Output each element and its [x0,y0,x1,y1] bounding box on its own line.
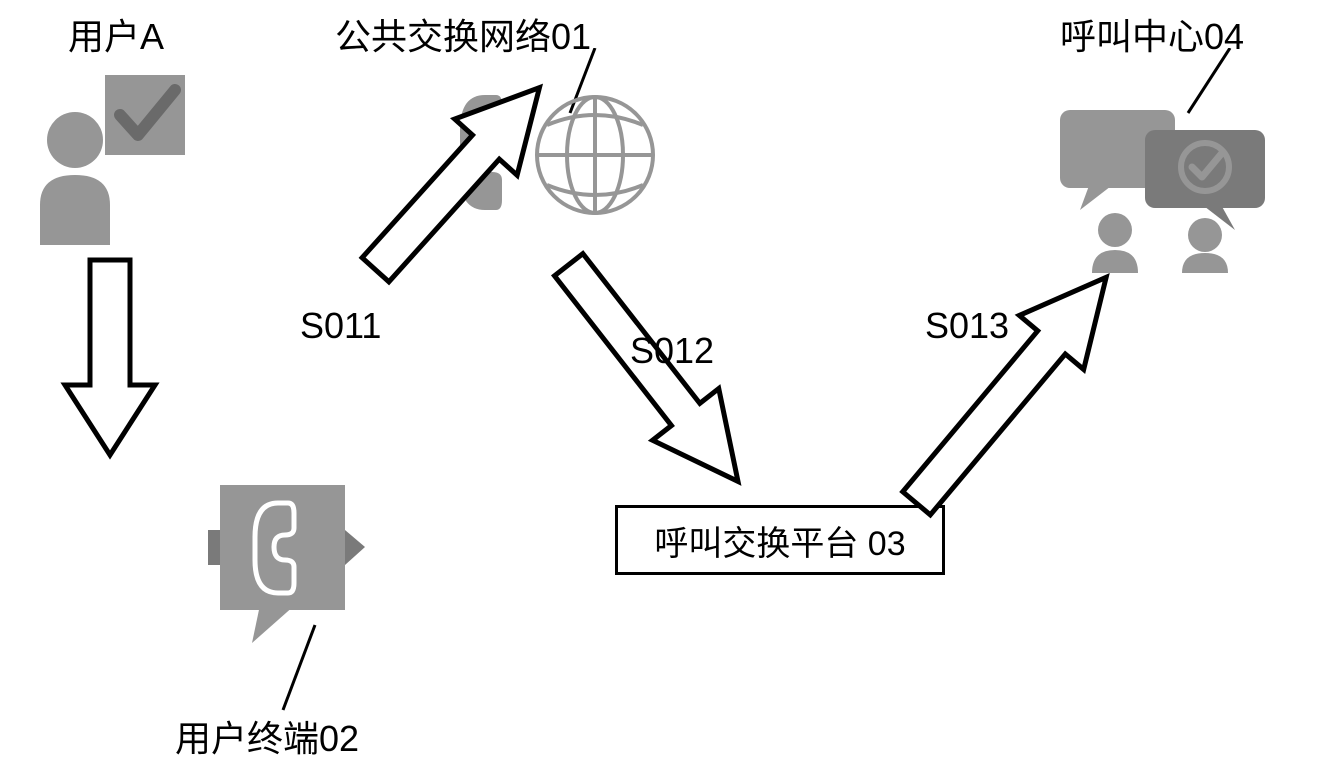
arrow-pstn-to-platform [522,230,783,523]
user-a-icon [20,70,200,255]
user-a-label: 用户A [68,8,164,60]
user-terminal-label: 用户终端02 [175,710,359,762]
arrow-user-to-terminal [60,255,160,470]
arrow-platform-to-callcenter [875,238,1155,543]
user-terminal-icon [200,475,370,660]
arrow-s013-label: S013 [925,305,1009,347]
call-platform-label: 呼叫交换平台 03 [654,516,905,565]
arrow-s012-label: S012 [630,330,714,372]
call-platform-box: 呼叫交换平台 03 [615,505,945,575]
arrow-s011-label: S011 [300,305,381,347]
pstn-label: 公共交换网络01 [335,8,591,60]
